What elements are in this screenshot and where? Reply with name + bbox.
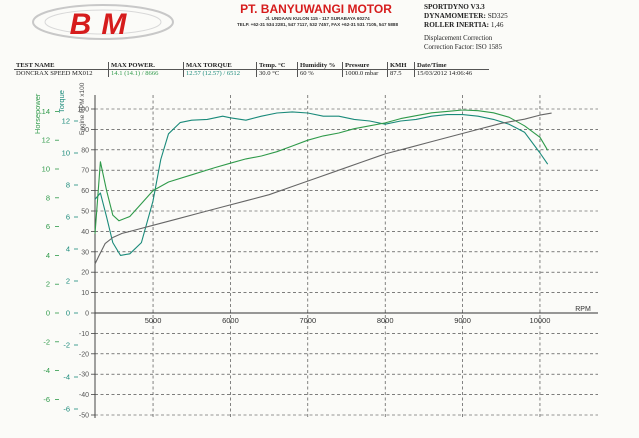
test-info-table: TEST NAME MAX POWER. MAX TORQUE Temp. °C… [14,62,489,77]
rpm-tick-label: 50 [81,209,89,216]
correction-line-1: Displacement Correction [424,35,493,42]
dynamometer-info: DYNAMOMETER: SD325 [424,12,508,20]
test-name-value: DONCRAX SPEED MX012 [16,70,93,77]
rpm-tick-label: -20 [79,351,89,358]
max-torque-value: 12.57 (12.57) / 6512 [183,69,257,77]
torque-tick-label: 2 [66,277,70,286]
rpm-tick-label: 10 [81,290,89,297]
x-tick-label: 10000 [530,316,551,325]
datetime-header: Date/Time [414,62,489,70]
chart-series [94,109,552,265]
humidity-header: Humidity % [297,62,343,70]
torque-curve [94,111,549,256]
horsepower-tick-label: 8 [46,193,50,202]
max-power-header: MAX POWER. [108,62,184,70]
roller-inertia-info: ROLLER INERTIA: 1,46 [424,21,503,29]
horsepower-tick-label: -2 [43,337,50,346]
rpm-tick-label: 20 [81,270,89,277]
roller-inertia-label: ROLLER INERTIA: [424,21,490,29]
torque-tick-label: 4 [66,245,70,254]
company-phone: TELP. +62-31 534 2281, 547 7117, 532 745… [236,22,399,27]
horsepower-tick-label: 4 [46,251,50,260]
horsepower-tick-label: 6 [46,222,50,231]
torque-tick-label: -6 [63,405,70,414]
power-curve [94,109,549,234]
rpm-tick-label: -10 [79,331,89,338]
rpm-tick-label: 0 [85,311,89,318]
temperature-header: Temp. °C [256,62,298,70]
torque-tick-label: -2 [63,341,70,350]
rpm-tick-label: -40 [79,392,89,399]
x-tick-label: 5000 [145,316,162,325]
horsepower-tick-label: -6 [43,395,50,404]
horsepower-tick-label: 10 [42,165,50,174]
dynamometer-label: DYNAMOMETER: [424,12,486,20]
test-info-value-row: DONCRAX SPEED MX012 14.1 (14.1) / 8666 1… [14,69,489,77]
rpm-tick-label: 40 [81,229,89,236]
software-version: SPORTDYNO V3.3 [424,3,485,11]
horsepower-tick-label: 14 [42,107,50,116]
dynamometer-value: SD325 [487,12,508,20]
rpm-tick-label: 60 [81,188,89,195]
horsepower-tick-label: -4 [43,366,50,375]
rpm-tick-label: 30 [81,249,89,256]
max-power-value: 14.1 (14.1) / 8666 [108,69,184,77]
logo-text: BM [70,8,137,41]
x-tick-label: 7000 [299,316,316,325]
max-torque-header: MAX TORQUE [183,62,257,70]
rpm-tick-label: 80 [81,147,89,154]
company-name: PT. BANYUWANGI MOTOR [240,2,392,16]
rpm-tick-label: 70 [81,168,89,175]
rpm-tick-label: -30 [79,372,89,379]
torque-tick-label: 6 [66,213,70,222]
torque-tick-label: 8 [66,181,70,190]
x-axis-label: RPM [575,306,591,313]
torque-tick-label: 10 [62,149,70,158]
humidity-value: 60 % [297,69,343,77]
engine-rpm-axis-label: Engine RPM x100 [79,82,86,135]
engine-rpm-curve [94,112,552,265]
bm-logo: BM [32,4,174,41]
torque-tick-label: 12 [62,117,70,126]
torque-tick-label: -4 [63,373,70,382]
horsepower-tick-label: 0 [46,309,50,318]
x-tick-label: 9000 [454,316,471,325]
pressure-value: 1000.0 mbar [342,69,388,77]
company-address: Jl. UNDAAN KULON 115 - 117 SURABAYA 6027… [265,16,370,21]
torque-axis-label: Torque [57,90,66,113]
roller-inertia-value: 1,46 [490,21,504,29]
torque-tick-label: 0 [66,309,70,318]
chart-grid [95,95,598,418]
horsepower-tick-label: 12 [42,136,50,145]
horsepower-tick-label: 2 [46,280,50,289]
temperature-value: 30.0 °C [256,69,298,77]
test-name-header: TEST NAME [14,62,109,70]
x-tick-label: 8000 [377,316,394,325]
x-tick-label: 6000 [222,316,239,325]
datetime-value: 15/03/2012 14:06:46 [414,69,489,77]
kmh-value: 87.5 [387,69,415,77]
pressure-header: Pressure [342,62,388,70]
test-info-header-row: TEST NAME MAX POWER. MAX TORQUE Temp. °C… [14,62,489,70]
chart-ticks: -50-40-30-20-100102030405060708090100500… [42,107,551,420]
horsepower-axis-label: Horsepower [33,93,42,134]
rpm-tick-label: 90 [81,127,89,134]
correction-line-2: Correction Factor: ISO 1585 [424,44,502,51]
kmh-header: KMH [387,62,415,70]
rpm-tick-label: -50 [79,413,89,420]
rpm-tick-label: 100 [77,107,89,114]
